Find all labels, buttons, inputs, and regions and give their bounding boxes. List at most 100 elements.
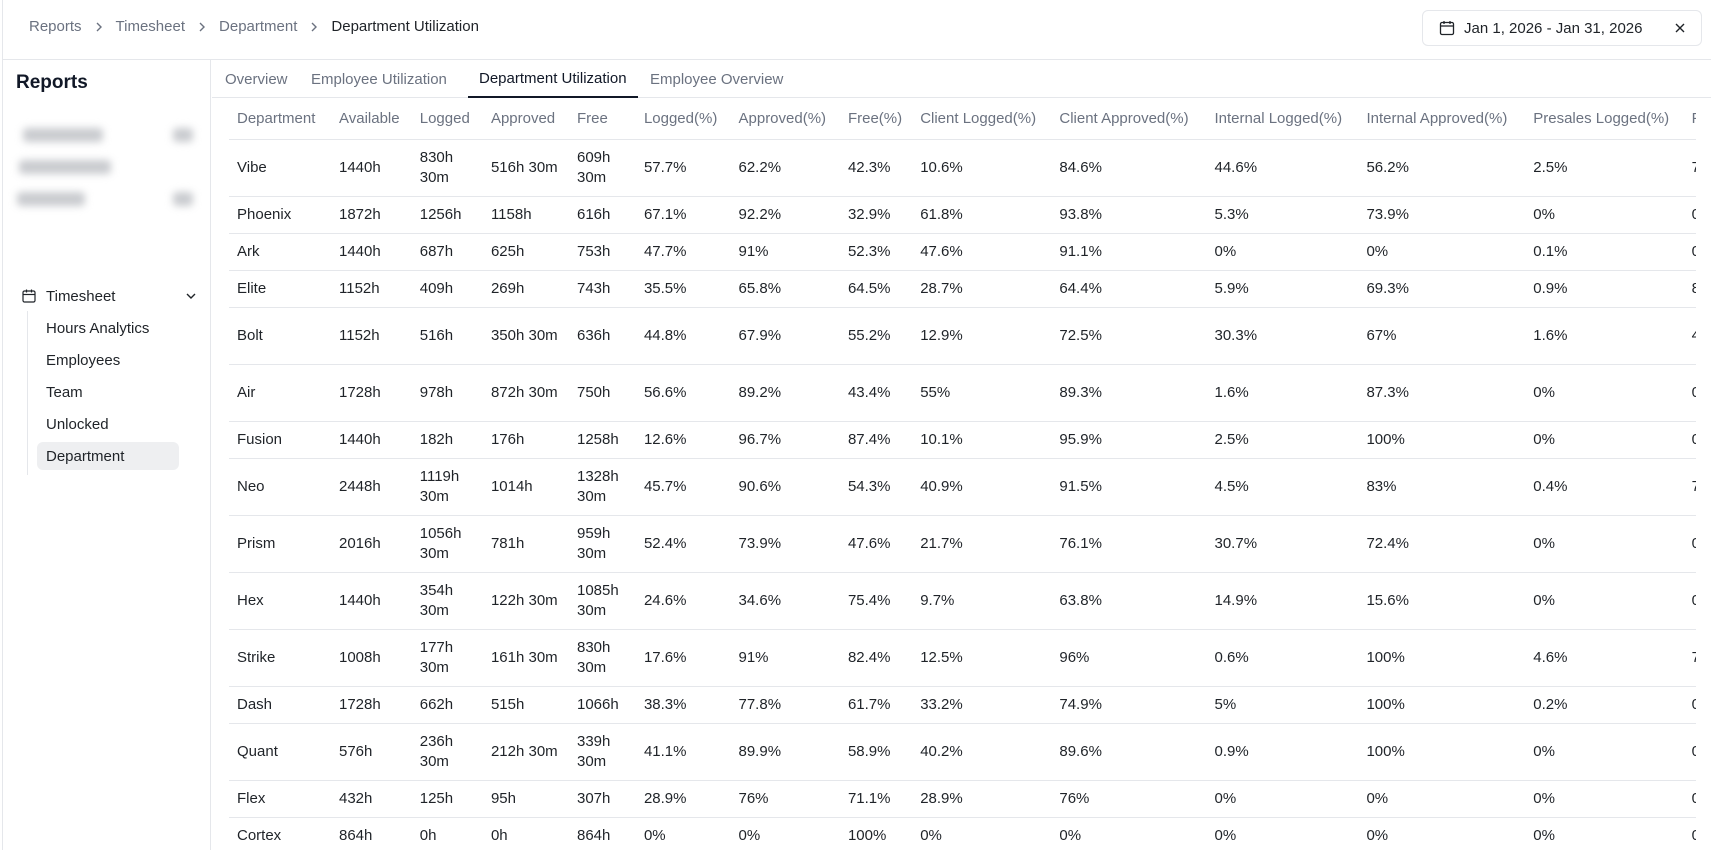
table-cell: 45.7% bbox=[635, 458, 731, 516]
table-row: Ark 1440h 687h 625h 753h 47.7% 91% 52.3% 47.6% 91… bbox=[229, 233, 1696, 271]
department-name-cell: Neo bbox=[229, 458, 331, 516]
table-cell: 89.3% bbox=[1051, 364, 1207, 422]
table-cell: 978h bbox=[411, 364, 483, 422]
table-cell: 89.6% bbox=[1051, 723, 1207, 781]
column-header[interactable]: Approved(%) bbox=[730, 98, 840, 140]
table-cell: 0% bbox=[1525, 780, 1684, 818]
table-cell: 1256h bbox=[411, 196, 483, 234]
table-cell: 0h bbox=[411, 817, 483, 850]
table-cell: 38.3% bbox=[635, 686, 731, 724]
date-range-picker[interactable]: Jan 1, 2026 - Jan 31, 2026 bbox=[1422, 10, 1702, 46]
utilization-table-container[interactable]: Department Available Logged Approved Free Log… bbox=[229, 98, 1696, 850]
table-cell: 0% bbox=[1525, 817, 1684, 850]
table-cell: 2.5% bbox=[1206, 421, 1359, 459]
table-cell: 67.9% bbox=[730, 307, 840, 365]
table-row: Bolt 1152h 516h 350h 30m 636h 44.8% 67.9% 55.2%… bbox=[229, 307, 1696, 365]
sidebar-item-unlocked[interactable]: Unlocked bbox=[46, 415, 109, 433]
table-cell: 1056h 30m bbox=[411, 515, 483, 573]
breadcrumb-timesheet[interactable]: Timesheet bbox=[115, 18, 186, 35]
table-cell: 1440h bbox=[331, 572, 412, 630]
table-cell: 63.8% bbox=[1051, 572, 1207, 630]
tab-employee-utilization[interactable]: Employee Utilization bbox=[311, 70, 447, 88]
table-cell: 72.5% bbox=[1051, 307, 1207, 365]
table-cell: 350h 30m bbox=[482, 307, 569, 365]
table-cell: 1440h bbox=[331, 139, 412, 197]
sidebar-item-hours-analytics[interactable]: Hours Analytics bbox=[46, 319, 150, 337]
column-header[interactable]: Presales Approved(%) bbox=[1683, 98, 1696, 140]
table-cell: 830h 30m bbox=[569, 629, 636, 687]
table-cell: 100% bbox=[1358, 629, 1526, 687]
table-cell: 10.1% bbox=[912, 421, 1052, 459]
table-cell: 44.8% bbox=[635, 307, 731, 365]
column-header[interactable]: Department bbox=[229, 98, 331, 140]
table-cell: 0% bbox=[912, 817, 1052, 850]
column-header[interactable]: Free(%) bbox=[839, 98, 913, 140]
table-cell: 1440h bbox=[331, 233, 412, 271]
table-cell: 42.3% bbox=[839, 139, 913, 197]
table-header-row: Department Available Logged Approved Free Log… bbox=[229, 98, 1696, 140]
department-name-cell: Fusion bbox=[229, 421, 331, 459]
table-cell: 76.1% bbox=[1051, 515, 1207, 573]
column-header[interactable]: Internal Logged(%) bbox=[1206, 98, 1359, 140]
table-cell: 2016h bbox=[331, 515, 412, 573]
table-cell: 92.2% bbox=[730, 196, 840, 234]
table-cell: 576h bbox=[331, 723, 412, 781]
table-cell: 0% bbox=[1358, 233, 1526, 271]
tab-employee-overview[interactable]: Employee Overview bbox=[650, 70, 784, 88]
table-cell: 55.2% bbox=[839, 307, 913, 365]
table-cell: 47.6% bbox=[839, 515, 913, 573]
tab-overview[interactable]: Overview bbox=[225, 70, 288, 88]
sidebar-group-timesheet[interactable]: Timesheet bbox=[19, 284, 201, 308]
table-cell: 182h bbox=[411, 421, 483, 459]
table-cell: 0% bbox=[1683, 780, 1696, 818]
table-row: Elite 1152h 409h 269h 743h 35.5% 65.8% 64.5% 28.… bbox=[229, 270, 1696, 308]
table-cell: 125h bbox=[411, 780, 483, 818]
close-icon[interactable] bbox=[1673, 21, 1687, 35]
department-name-cell: Dash bbox=[229, 686, 331, 724]
sidebar-item-team[interactable]: Team bbox=[46, 383, 83, 401]
column-header[interactable]: Logged bbox=[411, 98, 483, 140]
column-header[interactable]: Client Approved(%) bbox=[1051, 98, 1207, 140]
department-name-cell: Quant bbox=[229, 723, 331, 781]
sidebar-item-department[interactable]: Department bbox=[37, 442, 179, 470]
table-cell: 687h bbox=[411, 233, 483, 271]
table-cell: 864h bbox=[331, 817, 412, 850]
table-cell: 96.7% bbox=[730, 421, 840, 459]
table-cell: 41.1% bbox=[635, 723, 731, 781]
table-cell: 0% bbox=[1683, 686, 1696, 724]
breadcrumb-department[interactable]: Department bbox=[219, 18, 298, 35]
department-name-cell: Vibe bbox=[229, 139, 331, 197]
department-name-cell: Hex bbox=[229, 572, 331, 630]
table-row: Quant 576h 236h 30m 212h 30m 339h 30m 41.1% 89… bbox=[229, 723, 1696, 781]
column-header[interactable]: Approved bbox=[482, 98, 569, 140]
table-cell: 75.4% bbox=[839, 572, 913, 630]
column-header[interactable]: Client Logged(%) bbox=[912, 98, 1052, 140]
table-cell: 636h bbox=[569, 307, 636, 365]
column-header[interactable]: Internal Approved(%) bbox=[1358, 98, 1526, 140]
breadcrumb-reports[interactable]: Reports bbox=[29, 18, 82, 35]
table-cell: 1328h 30m bbox=[569, 458, 636, 516]
table-cell: 61.7% bbox=[839, 686, 913, 724]
table-cell: 34.6% bbox=[730, 572, 840, 630]
table-row: Strike 1008h 177h 30m 161h 30m 830h 30m 17.6%… bbox=[229, 629, 1696, 687]
table-row: Hex 1440h 354h 30m 122h 30m 1085h 30m 24.6% 34… bbox=[229, 572, 1696, 630]
column-header[interactable]: Free bbox=[569, 98, 636, 140]
table-cell: 616h bbox=[569, 196, 636, 234]
table-cell: 28.7% bbox=[912, 270, 1052, 308]
table-cell: 0.9% bbox=[1525, 270, 1684, 308]
table-cell: 5% bbox=[1206, 686, 1359, 724]
table-cell: 339h 30m bbox=[569, 723, 636, 781]
column-header[interactable]: Available bbox=[331, 98, 412, 140]
table-cell: 1258h bbox=[569, 421, 636, 459]
table-cell: 1.6% bbox=[1206, 364, 1359, 422]
table-cell: 0% bbox=[1683, 233, 1696, 271]
table-cell: 1152h bbox=[331, 307, 412, 365]
tab-department-utilization[interactable]: Department Utilization bbox=[468, 60, 638, 98]
table-cell: 91.5% bbox=[1051, 458, 1207, 516]
column-header[interactable]: Logged(%) bbox=[635, 98, 731, 140]
sidebar-item-employees[interactable]: Employees bbox=[46, 351, 121, 369]
table-row: Neo 2448h 1119h 30m 1014h 1328h 30m 45.7% 90.6… bbox=[229, 458, 1696, 516]
column-header[interactable]: Presales Logged(%) bbox=[1525, 98, 1684, 140]
chevron-down-icon[interactable] bbox=[185, 290, 197, 302]
table-cell: 47.7% bbox=[635, 233, 731, 271]
